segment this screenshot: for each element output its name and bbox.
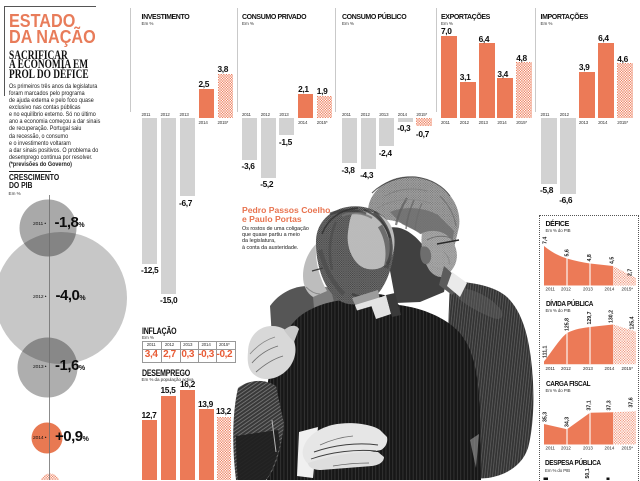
svg-text:2011: 2011 [546,366,556,371]
svg-text:2013: 2013 [583,366,593,371]
svg-text:125,8: 125,8 [565,318,571,331]
svg-text:130,2: 130,2 [609,310,615,323]
svg-text:2012: 2012 [561,446,571,451]
svg-text:2012: 2012 [561,366,571,371]
svg-text:129,7: 129,7 [587,311,593,324]
svg-text:2015*: 2015* [622,366,634,371]
svg-text:35,3: 35,3 [543,412,549,422]
svg-text:2014: 2014 [605,287,615,292]
svg-text:2013: 2013 [583,446,593,451]
svg-text:2,7: 2,7 [628,269,634,276]
svg-text:2014: 2014 [605,366,615,371]
svg-text:37,6: 37,6 [629,397,635,407]
svg-text:2012: 2012 [561,287,571,292]
svg-text:2011: 2011 [546,446,556,451]
svg-text:2015*: 2015* [622,446,634,451]
svg-text:2013: 2013 [583,287,593,292]
svg-text:34,3: 34,3 [565,417,571,427]
svg-text:4,5: 4,5 [610,257,616,264]
svg-text:37,3: 37,3 [607,400,613,410]
svg-text:2011: 2011 [546,287,556,292]
svg-text:4,8: 4,8 [587,254,593,261]
svg-text:2015*: 2015* [622,287,634,292]
svg-text:50,1: 50,1 [585,468,591,478]
svg-text:5,6: 5,6 [565,249,571,256]
svg-text:37,1: 37,1 [587,400,593,410]
svg-text:2014: 2014 [605,446,615,451]
svg-text:7,4: 7,4 [543,237,549,244]
svg-text:111,1: 111,1 [543,345,549,358]
svg-text:125,4: 125,4 [630,316,636,329]
